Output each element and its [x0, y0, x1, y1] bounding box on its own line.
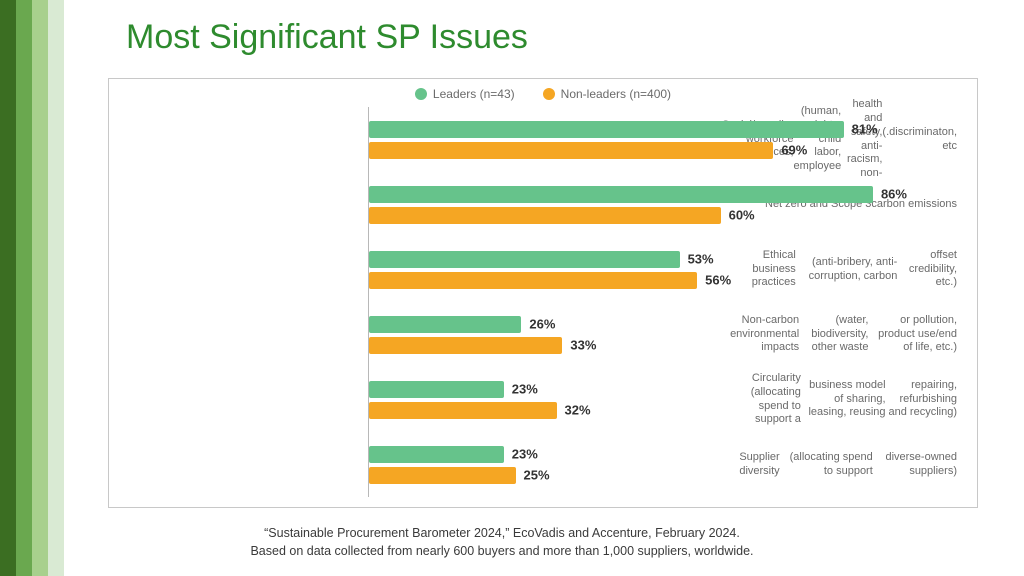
accent-stripe: [0, 0, 16, 576]
category-label: Supplier diversity(allocating spend to s…: [722, 432, 967, 497]
legend-label: Non-leaders (n=400): [561, 87, 671, 101]
category-label: Circularity (allocating spend to support…: [722, 367, 967, 432]
bar-nonleaders: [369, 207, 721, 224]
footnote: “Sustainable Procurement Barometer 2024,…: [0, 524, 1004, 560]
chart-frame: Leaders (n=43) Non-leaders (n=400) Socia…: [108, 78, 978, 508]
page-title: Most Significant SP Issues: [126, 18, 528, 57]
category-group: Net zero and Scope 3carbon emissions86% 6…: [119, 172, 967, 237]
bar-value-label: 56%: [705, 273, 731, 288]
accent-stripe: [48, 0, 64, 576]
bar-nonleaders: [369, 337, 562, 354]
legend-label: Leaders (n=43): [433, 87, 515, 101]
legend: Leaders (n=43) Non-leaders (n=400): [119, 85, 967, 107]
footnote-line: “Sustainable Procurement Barometer 2024,…: [0, 524, 1004, 542]
category-label: Non-carbon environmental impacts(water, …: [722, 302, 967, 367]
bar-value-label: 25%: [524, 468, 550, 483]
bar-nonleaders: [369, 142, 773, 159]
bar-nonleaders: [369, 402, 557, 419]
swatch-icon: [543, 88, 555, 100]
bar-value-label: 69%: [781, 143, 807, 158]
bar-value-label: 32%: [565, 403, 591, 418]
category-label: Ethical business practices(anti-bribery,…: [722, 237, 967, 302]
category-group: Ethical business practices(anti-bribery,…: [119, 237, 967, 302]
plot-area: Social/supplier workforce practices,(hum…: [119, 107, 967, 497]
bar-value-label: 53%: [688, 252, 714, 267]
footnote-line: Based on data collected from nearly 600 …: [0, 542, 1004, 560]
category-label: Net zero and Scope 3carbon emissions: [722, 172, 967, 237]
legend-item-nonleaders: Non-leaders (n=400): [543, 87, 671, 101]
bar-nonleaders: [369, 467, 516, 484]
bar-value-label: 26%: [529, 317, 555, 332]
bar-leaders: [369, 446, 504, 463]
category-group: Circularity (allocating spend to support…: [119, 367, 967, 432]
bar-value-label: 33%: [570, 338, 596, 353]
slide-root: Most Significant SP Issues Leaders (n=43…: [0, 0, 1024, 576]
bar-value-label: 23%: [512, 382, 538, 397]
bar-leaders: [369, 121, 844, 138]
bar-leaders: [369, 316, 521, 333]
bar-leaders: [369, 186, 873, 203]
bar-value-label: 86%: [881, 187, 907, 202]
bar-leaders: [369, 251, 680, 268]
legend-item-leaders: Leaders (n=43): [415, 87, 515, 101]
bar-value-label: 81%: [852, 122, 878, 137]
bar-value-label: 23%: [512, 447, 538, 462]
category-group: Social/supplier workforce practices,(hum…: [119, 107, 967, 172]
bar-leaders: [369, 381, 504, 398]
category-group: Non-carbon environmental impacts(water, …: [119, 302, 967, 367]
bar-nonleaders: [369, 272, 697, 289]
accent-stripe: [16, 0, 32, 576]
accent-stripe: [32, 0, 48, 576]
category-label: Social/supplier workforce practices,(hum…: [722, 107, 967, 172]
category-group: Supplier diversity(allocating spend to s…: [119, 432, 967, 497]
swatch-icon: [415, 88, 427, 100]
bar-value-label: 60%: [729, 208, 755, 223]
